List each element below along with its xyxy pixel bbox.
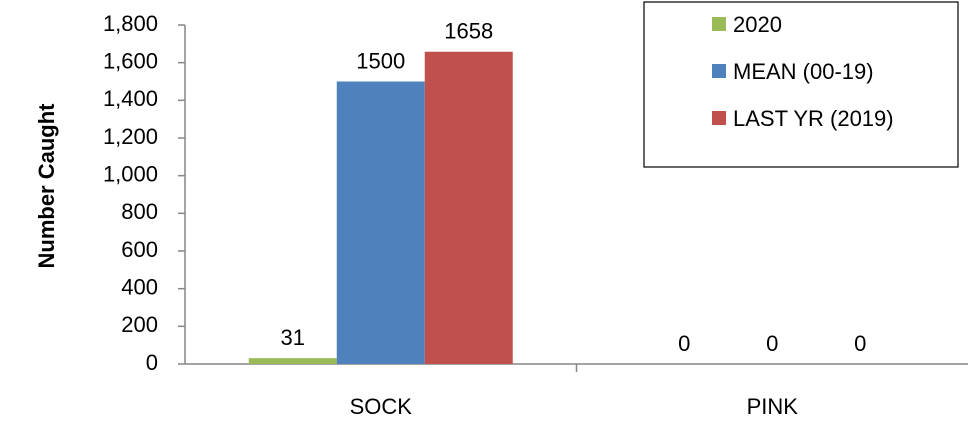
data-label: 31 [281,325,305,350]
y-tick-label: 600 [121,237,158,262]
x-category-label: SOCK [350,394,413,419]
legend-box [643,1,959,168]
y-tick-label: 800 [121,199,158,224]
legend-swatch-last-yr [712,111,726,125]
y-tick-label: 1,200 [103,124,158,149]
x-category-label: PINK [747,394,799,419]
legend: 2020 MEAN (00-19) LAST YR (2019) [643,1,959,168]
bar-sock-1 [248,358,337,364]
legend-swatch-2020 [712,17,726,31]
data-label: 0 [854,331,866,356]
bar-sock-2 [336,81,425,364]
y-tick-label: 0 [146,350,158,375]
y-tick-label: 200 [121,312,158,337]
y-tick-label: 400 [121,274,158,299]
legend-label-last-yr: LAST YR (2019) [733,106,894,131]
legend-label-2020: 2020 [733,12,782,37]
data-label: 1500 [356,49,405,74]
data-label: 1658 [444,19,493,44]
data-label: 0 [678,331,690,356]
data-label: 0 [766,331,778,356]
legend-label-mean: MEAN (00-19) [733,59,874,84]
y-axis-title: Number Caught [34,103,59,269]
y-tick-label: 1,000 [103,161,158,186]
legend-swatch-mean [712,64,726,78]
y-tick-label: 1,600 [103,48,158,73]
bar-sock-3 [424,51,513,364]
y-tick-label: 1,800 [103,11,158,36]
y-tick-label: 1,400 [103,86,158,111]
